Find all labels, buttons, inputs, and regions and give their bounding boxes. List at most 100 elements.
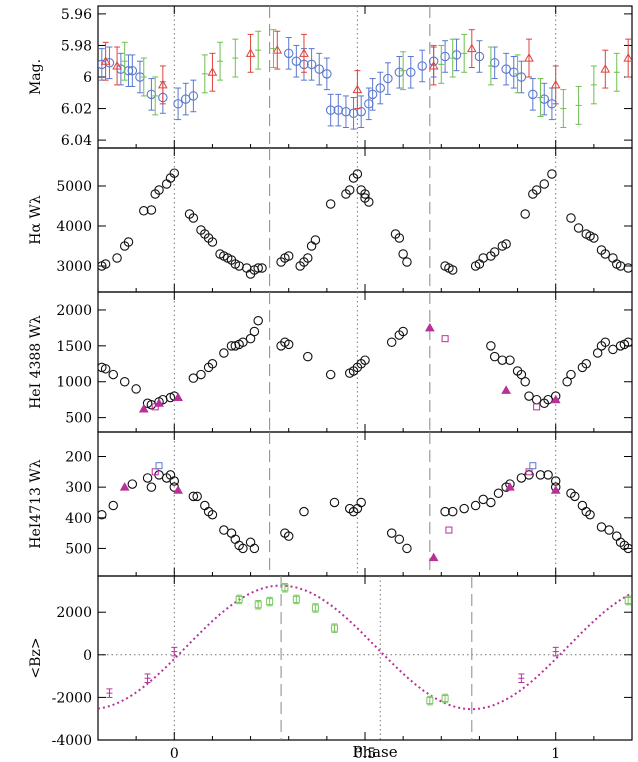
data-point-circle (322, 69, 332, 79)
data-point-circle (253, 263, 263, 273)
y-tick-label: 400 (65, 511, 92, 527)
data-point-square (624, 596, 632, 604)
data-point-circle (367, 89, 378, 100)
data-point-square (330, 624, 338, 632)
data-point-triangle (428, 552, 439, 562)
data-point-circle (566, 213, 576, 223)
data-point-circle (543, 394, 553, 405)
data-point-square (525, 468, 533, 476)
y-tick-label: 2000 (56, 605, 92, 621)
data-point-circle (440, 506, 450, 517)
data-point-circle (238, 337, 248, 348)
data-point-circle (352, 169, 363, 179)
data-point-circle (570, 491, 580, 502)
data-point-triangle (550, 79, 561, 89)
panel-mag: 5.96 5.98 6 6.02 6.04 Mag. (28, 5, 633, 149)
data-point-circle (100, 364, 111, 374)
data-point-triangle (505, 482, 515, 491)
panel-frame (97, 575, 633, 741)
panel-hei4388: 500 1000 1500 2000 HeI 4388 Wλ (28, 291, 633, 433)
data-point-circle (524, 391, 534, 401)
data-point-circle (474, 51, 485, 62)
data-point-circle (585, 509, 595, 520)
data-point-circle (356, 106, 366, 117)
y-axis-label: HeI 4388 Wλ (28, 315, 44, 409)
data-point-circle (447, 265, 458, 275)
data-point-circle (608, 253, 618, 263)
data-point-circle (188, 213, 199, 223)
reference-lines (173, 6, 557, 148)
data-point-circle (611, 531, 622, 541)
data-point-circle (245, 333, 256, 344)
data-point-circle (394, 233, 405, 243)
data-point-circle (200, 500, 210, 511)
data-point-circle (242, 263, 252, 273)
data-point-circle (127, 65, 138, 76)
data-point-circle (600, 337, 611, 348)
data-point-circle (245, 537, 256, 548)
data-point-circle (310, 235, 321, 245)
data-point-circle (146, 205, 157, 215)
data-point-circle (196, 369, 206, 380)
data-point-circle (406, 67, 416, 78)
plot-area (98, 168, 632, 279)
data-point-circle (531, 185, 542, 195)
data-point-triangle (119, 482, 130, 491)
x-tick-label: 0.5 (354, 746, 376, 762)
data-point-triangle (600, 64, 611, 73)
data-point-circle (600, 249, 611, 259)
data-point-square (533, 403, 541, 411)
data-point-circle (100, 259, 111, 269)
data-point-triangle (352, 84, 363, 94)
panel-hei4713: 200 300 400 500 HeI4713 Wλ (28, 431, 633, 577)
data-point-circle (226, 341, 237, 351)
data-point-circle (356, 497, 366, 508)
data-point-triangle (466, 43, 477, 53)
y-tick-label: 5.96 (61, 7, 92, 23)
y-tick-label: 6 (83, 70, 92, 86)
data-point-triangle (524, 53, 534, 62)
plot-area (98, 29, 632, 130)
data-point-circle (547, 169, 557, 179)
data-point-circle (489, 351, 500, 362)
data-point-circle (398, 249, 408, 259)
data-point-circle (386, 528, 397, 538)
data-point-square (281, 584, 289, 592)
data-point-square (441, 694, 449, 702)
data-point-circle (520, 376, 530, 387)
data-point-triangle (428, 60, 439, 70)
data-point-circle (528, 89, 538, 100)
plot-area (98, 582, 632, 711)
plot-area (98, 462, 632, 562)
data-point-square (235, 595, 243, 603)
data-point-circle (226, 528, 237, 538)
data-point-circle (112, 253, 122, 263)
data-point-square (151, 468, 159, 476)
data-point-triangle (100, 56, 111, 65)
data-point-circle (344, 185, 355, 195)
data-point-triangle (245, 48, 256, 57)
y-tick-label: 6.04 (61, 133, 92, 149)
data-point-circle (364, 197, 374, 207)
data-point-circle (283, 531, 294, 541)
y-tick-label: 0 (83, 648, 92, 664)
data-point-circle (146, 482, 157, 492)
y-tick-label: 2000 (56, 303, 92, 319)
data-point-circle (623, 543, 632, 554)
data-point-circle (131, 384, 141, 394)
y-tick-label: 5.98 (61, 38, 92, 54)
data-point-circle (219, 348, 229, 358)
data-point-circle (249, 543, 260, 554)
data-point-circle (486, 341, 496, 351)
data-point-circle (375, 83, 386, 93)
data-point-circle (577, 500, 588, 511)
data-point-circle (257, 263, 267, 273)
data-point-circle (478, 253, 488, 263)
data-point-circle (108, 369, 119, 380)
data-point-circle (173, 99, 183, 109)
y-tick-label: 300 (65, 480, 92, 496)
y-axis-label: Hα Wλ (28, 195, 44, 245)
data-point-square (441, 335, 449, 343)
data-point-circle (417, 61, 427, 71)
